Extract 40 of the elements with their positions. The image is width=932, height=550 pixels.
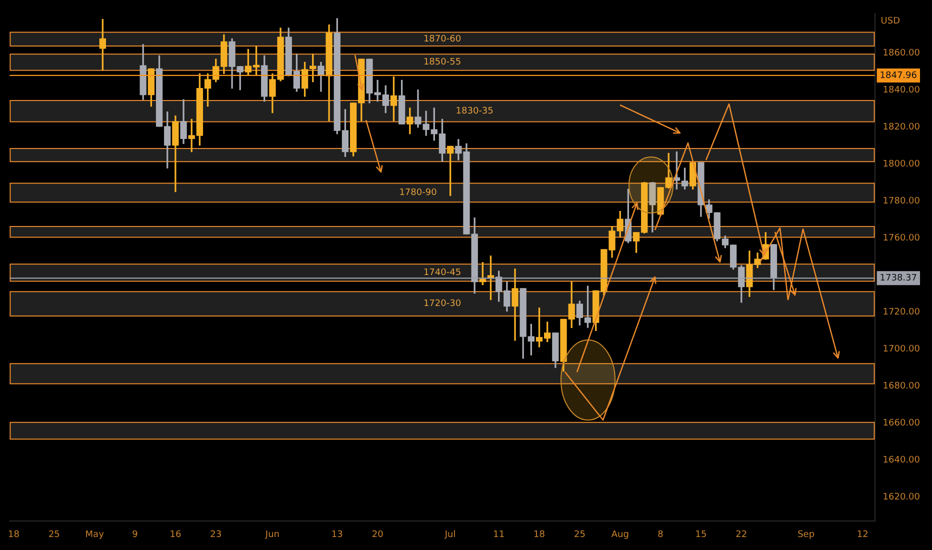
x-tick-label: 25	[48, 530, 60, 540]
ref-line-label: 1738.37	[880, 274, 917, 284]
x-tick-label: 22	[736, 530, 748, 540]
x-tick-label: Jun	[264, 530, 280, 540]
y-tick-label: 1700.00	[882, 344, 920, 354]
band-label: 1720-30	[423, 299, 462, 310]
y-tick-label: 1620.00	[882, 492, 920, 502]
x-tick-label: 13	[331, 530, 343, 540]
x-tick-label: 15	[695, 530, 707, 540]
band-label: 1870-60	[423, 34, 462, 44]
x-tick-label: Jul	[444, 530, 456, 540]
x-tick-label: 25	[574, 530, 586, 540]
x-tick-label: 16	[170, 530, 182, 540]
x-tick-label: 11	[493, 530, 505, 540]
x-tick-label: May	[85, 530, 105, 540]
y-tick-label: 1760.00	[882, 234, 920, 244]
y-tick-label: 1660.00	[882, 418, 920, 428]
band-label: 1740-45	[423, 268, 462, 278]
x-tick-label: 12	[856, 530, 868, 540]
y-tick-label: 1780.00	[882, 196, 920, 207]
x-tick-label: 18	[8, 530, 20, 540]
band-label: 1780-90	[399, 188, 438, 198]
x-tick-label: Sep	[798, 530, 815, 540]
x-tick-label: 8	[658, 530, 664, 540]
band-label: 1830-35	[456, 106, 494, 117]
x-tick-label: 18	[534, 530, 546, 540]
y-tick-label: 1720.00	[882, 308, 920, 318]
x-tick-label: 20	[372, 530, 384, 540]
y-tick-label: 1640.00	[882, 455, 920, 466]
x-tick-label: 23	[210, 530, 222, 540]
y-tick-label: 1860.00	[882, 48, 920, 59]
y-axis-title: USD	[880, 16, 900, 27]
x-tick-label: 9	[132, 530, 138, 540]
y-tick-label: 1800.00	[882, 160, 920, 170]
band-label: 1850-55	[423, 58, 462, 68]
x-tick-label: Aug	[611, 530, 629, 540]
y-tick-label: 1820.00	[882, 122, 920, 133]
ref-line-label: 1847.96	[880, 70, 918, 81]
y-tick-label: 1840.00	[882, 86, 920, 96]
y-tick-label: 1680.00	[882, 382, 920, 392]
